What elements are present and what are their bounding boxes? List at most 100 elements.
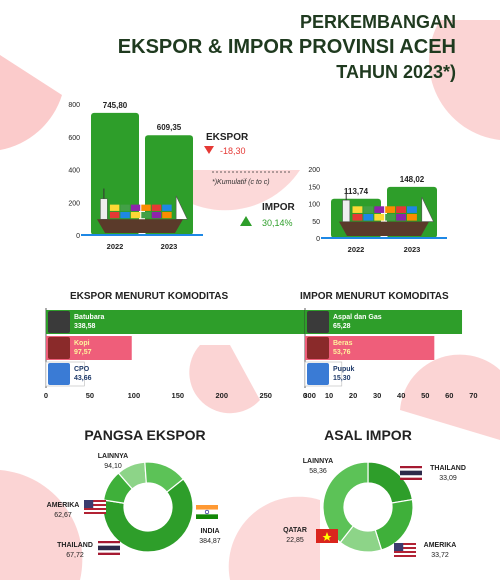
y-tick-label: 0 [316, 236, 320, 243]
flag-stripe [394, 551, 416, 553]
asal-impor-chart: THAILAND 33,09 AMERIKA 33,72 QATAR 22,85 LAINN… [283, 458, 466, 559]
x-tick-label: 60 [445, 391, 453, 400]
bar-value-label: 745,80 [103, 101, 128, 110]
ship-container [120, 211, 130, 219]
bar-value-label: 53,76 [333, 349, 351, 356]
ship-container [151, 204, 162, 211]
impor-label: IMPOR [262, 202, 296, 213]
bar-value-label: 113,74 [344, 187, 369, 196]
y-tick-label: 400 [68, 168, 80, 175]
ship-container [162, 211, 172, 219]
slice-value-label: 58,36 [309, 468, 327, 475]
slice-label: AMERIKA [47, 502, 80, 509]
flag-stripe [98, 550, 120, 553]
title-line-3: TAHUN 2023*) [336, 62, 456, 82]
flag-stripe [400, 475, 422, 478]
thailand-flag-icon [98, 541, 120, 555]
x-tick-label: 250 [259, 391, 272, 400]
ekspor-komoditas-chart: 0 50 100 150 200 250 300Batubara338,58Kopi97,5… [44, 308, 344, 400]
slice-value-label: 22,85 [286, 537, 304, 544]
slice-label: THAILAND [430, 465, 466, 472]
flag-stripe [98, 541, 120, 544]
flag-wheel [204, 509, 210, 515]
y-tick-label: 150 [308, 184, 320, 191]
x-tick-label: 50 [421, 391, 429, 400]
flag-stripe [400, 470, 422, 476]
x-tick-label: 10 [325, 391, 333, 400]
asal-impor-title: ASAL IMPOR [324, 427, 412, 443]
watermelon-slice-icon [400, 354, 500, 440]
ship-container [385, 206, 396, 213]
rice-icon [307, 337, 329, 359]
ship-hull [97, 219, 183, 233]
flag-stripe [394, 547, 416, 549]
watermelon-slice-icon [428, 20, 500, 140]
slice-label: QATAR [283, 527, 307, 534]
ship-container [374, 213, 385, 221]
asphalt-road-icon [307, 311, 329, 333]
bar-Aspal dan Gas [305, 310, 463, 334]
flag-canton [84, 500, 94, 508]
ship-sail [175, 195, 188, 220]
watermelon-decoration [0, 20, 500, 580]
flag-stripe [394, 549, 416, 551]
y-tick-label: 0 [76, 233, 80, 240]
flag-stripe [394, 555, 416, 557]
ship-sail [421, 196, 434, 222]
flag-stripe [400, 468, 422, 471]
ship-container [374, 206, 385, 213]
flag-stripe [98, 552, 120, 555]
x-tick-label: 2023 [161, 242, 178, 251]
usa-flag-icon [84, 500, 106, 514]
ship-container [396, 206, 406, 213]
flag-stripe [84, 512, 106, 514]
x-tick-label: 2022 [107, 242, 124, 251]
flag-stripe [196, 514, 218, 519]
flag-stripe [394, 553, 416, 555]
flag-stripe [400, 466, 422, 469]
bar-category-label: Batubara [74, 314, 104, 321]
flag-stripe [400, 477, 422, 480]
x-tick-label: 150 [172, 391, 185, 400]
down-arrow-icon [204, 146, 214, 154]
bar-category-label: Beras [333, 340, 353, 347]
up-arrow-icon [240, 216, 252, 226]
ekspor-label: EKSPOR [206, 132, 249, 143]
bar-value-label: 609,35 [157, 123, 182, 132]
slice-value-label: 33,72 [431, 552, 449, 559]
slice-value-label: 33,09 [439, 475, 457, 482]
x-tick-label: 0 [303, 391, 307, 400]
flag-star [322, 532, 332, 541]
ship-container [352, 213, 363, 221]
vietnam-flag-icon [316, 529, 338, 543]
bar-category-label: Kopi [74, 340, 90, 347]
flag-stripe [196, 505, 218, 510]
impor-trend-chart: 0 50 100 150 200 113,74 2022 148,02 2023 [308, 167, 447, 254]
x-tick-label: 300 [303, 391, 316, 400]
slice-value-label: 94,10 [104, 463, 122, 470]
ship-container [130, 211, 141, 219]
y-tick-label: 200 [68, 200, 80, 207]
ship-container [352, 206, 363, 213]
impor-change: 30,14% [262, 218, 293, 228]
ship-container [109, 211, 120, 219]
watermelon-slice-icon [189, 345, 260, 414]
flag-stripe [98, 545, 120, 551]
fertilizer-icon [307, 363, 329, 385]
flag-stripe [84, 510, 106, 512]
x-tick-label: 30 [373, 391, 381, 400]
slice-label: LAINNYA [303, 458, 333, 465]
ship-bridge [100, 198, 108, 220]
slice-value-label: 384,87 [199, 538, 221, 545]
bar-category-label: Aspal dan Gas [333, 314, 382, 321]
thailand-flag-icon [400, 466, 422, 480]
slice-LAINNYA [322, 461, 369, 544]
ship-container [151, 211, 162, 219]
slice-value-label: 62,67 [54, 512, 72, 519]
cargo-ship-icon [97, 188, 188, 233]
slice-LAINNYA [144, 461, 185, 493]
bar-value-label: 148,02 [400, 175, 425, 184]
ship-container [141, 204, 151, 211]
flag-stripe [394, 545, 416, 547]
donut-hole [345, 484, 391, 530]
